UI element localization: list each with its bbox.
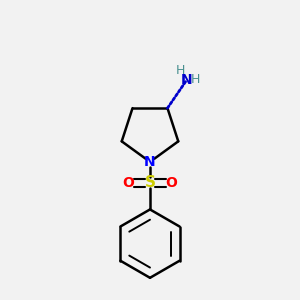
Text: O: O bbox=[123, 176, 134, 190]
Text: S: S bbox=[145, 175, 155, 190]
Text: O: O bbox=[166, 176, 177, 190]
Text: N: N bbox=[181, 73, 193, 87]
Text: H: H bbox=[190, 74, 200, 86]
Text: H: H bbox=[176, 64, 185, 77]
Text: N: N bbox=[144, 155, 156, 169]
